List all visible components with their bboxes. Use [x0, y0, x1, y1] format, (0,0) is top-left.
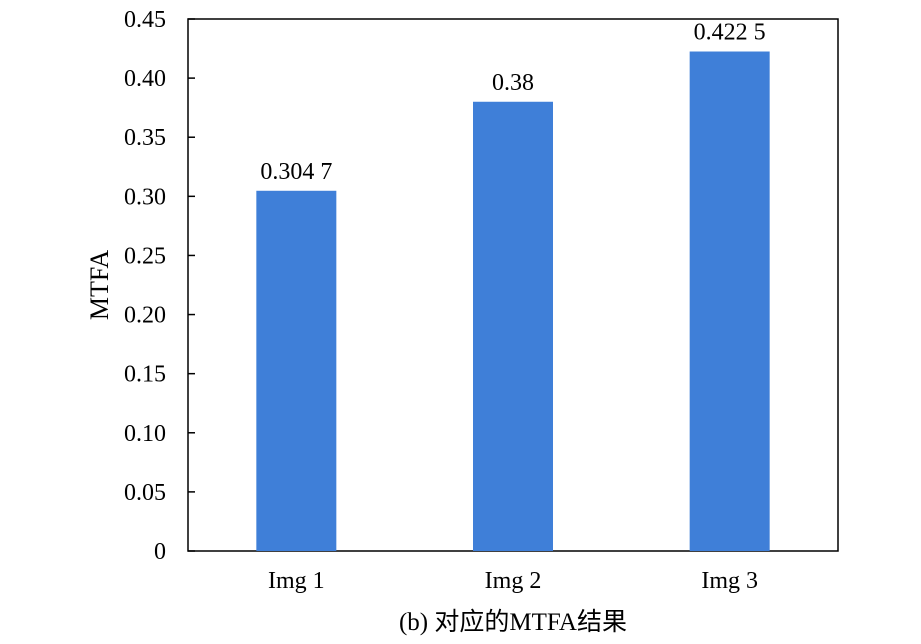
bar — [689, 51, 770, 552]
bars — [256, 51, 770, 552]
y-tick-label: 0.30 — [124, 184, 166, 210]
y-tick-label: 0 — [154, 539, 166, 565]
x-axis-ticks: Img 1 Img 2 Img 3 — [268, 568, 758, 594]
bar-data-label: 0.304 7 — [260, 159, 332, 185]
plot-area: 0.304 7 0.38 0.422 5 0 0.05 0.10 0.15 0.20 0.25… — [124, 7, 839, 594]
y-tick-label: 0.25 — [124, 243, 166, 269]
bar — [473, 101, 553, 551]
bar — [256, 190, 337, 551]
x-tick-label: Img 2 — [485, 568, 542, 594]
data-labels: 0.304 7 0.38 0.422 5 — [260, 20, 765, 185]
y-tick-label: 0.20 — [124, 303, 166, 329]
x-tick-label: Img 1 — [268, 568, 325, 594]
y-axis-title: MTFA — [85, 250, 114, 321]
y-tick-label: 0.10 — [124, 421, 166, 447]
y-tick-label: 0.40 — [124, 66, 166, 92]
bar-data-label: 0.422 5 — [694, 20, 766, 46]
y-tick-label: 0.35 — [124, 125, 166, 151]
y-tick-label: 0.15 — [124, 362, 166, 388]
bar-data-label: 0.38 — [492, 70, 534, 96]
x-tick-label: Img 3 — [701, 568, 758, 594]
y-axis-ticks: 0 0.05 0.10 0.15 0.20 0.25 0.30 0.35 0.40 0.45 — [124, 7, 195, 565]
figure-caption: (b) 对应的MTFA结果 — [399, 608, 627, 636]
y-tick-label: 0.45 — [124, 7, 166, 33]
y-tick-label: 0.05 — [124, 480, 166, 506]
